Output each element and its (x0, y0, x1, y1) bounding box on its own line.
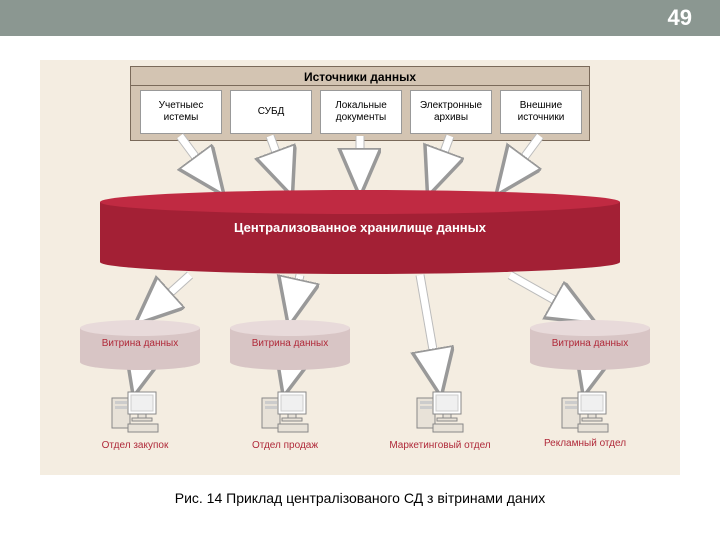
central-label: Централизованное хранилище данных (100, 220, 620, 237)
computer-icon (560, 390, 610, 435)
source-box: СУБД (230, 90, 312, 134)
slide-header: 49 (0, 0, 720, 36)
datamart-cylinder: Витрина данных (80, 320, 200, 370)
source-box: Локальные документы (320, 90, 402, 134)
page-number: 49 (668, 5, 692, 31)
computer-svg (415, 390, 465, 435)
source-box: Внешние источники (500, 90, 582, 134)
computer-svg (560, 390, 610, 435)
dm-label: Витрина данных (230, 338, 350, 349)
diagram-canvas: Источники данных Учетныес истемыСУБДЛока… (40, 60, 680, 475)
computer-icon (110, 390, 160, 435)
computer-svg (110, 390, 160, 435)
computer-svg (260, 390, 310, 435)
department-label: Маркетинговый отдел (380, 440, 500, 451)
source-box: Электронные архивы (410, 90, 492, 134)
dm-top (230, 320, 350, 336)
department-label: Отдел продаж (225, 440, 345, 451)
datamart-cylinder: Витрина данных (530, 320, 650, 370)
dm-label: Витрина данных (80, 338, 200, 349)
datamart-cylinder: Витрина данных (230, 320, 350, 370)
source-box: Учетныес истемы (140, 90, 222, 134)
department-label: Отдел закупок (75, 440, 195, 451)
figure-caption: Рис. 14 Приклад централізованого СД з ві… (0, 490, 720, 506)
computer-icon (415, 390, 465, 435)
dm-top (530, 320, 650, 336)
computer-icon (260, 390, 310, 435)
dm-top (80, 320, 200, 336)
sources-header: Источники данных (130, 66, 590, 86)
dm-label: Витрина данных (530, 338, 650, 349)
department-label: Рекламный отдел (525, 438, 645, 449)
central-warehouse: Централизованное хранилище данных (100, 190, 620, 275)
cyl-top (100, 190, 620, 214)
